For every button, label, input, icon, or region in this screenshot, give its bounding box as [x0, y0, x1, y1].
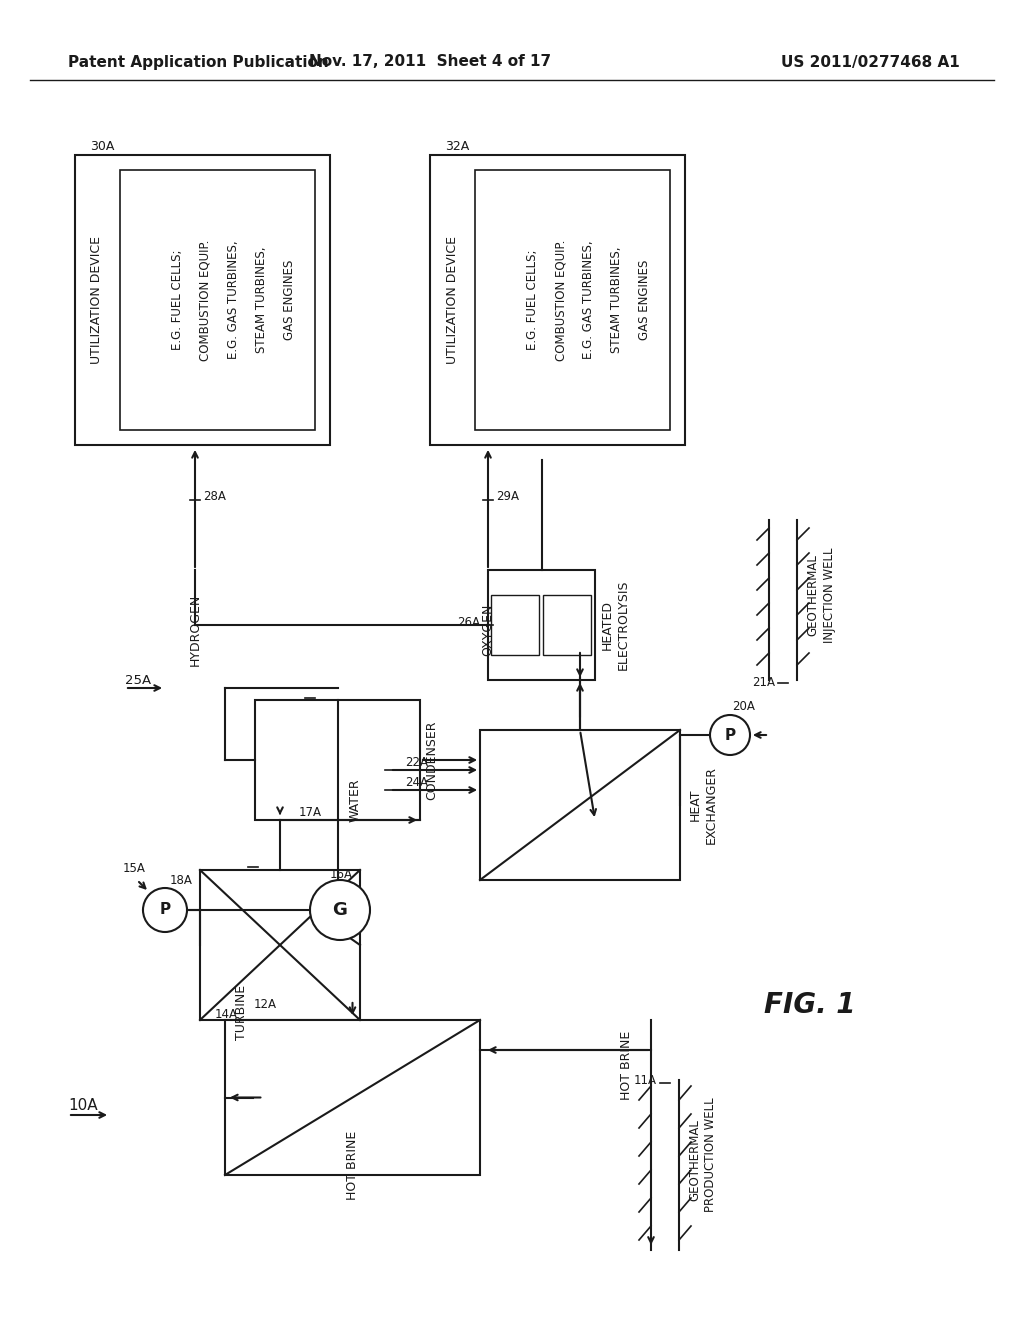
Circle shape [310, 880, 370, 940]
Text: 32A: 32A [445, 140, 469, 153]
Bar [120, 170, 315, 430]
Bar [75, 154, 330, 445]
Text: OXYGEN: OXYGEN [481, 603, 495, 656]
Text: 14A: 14A [214, 1008, 238, 1022]
Text: Nov. 17, 2011  Sheet 4 of 17: Nov. 17, 2011 Sheet 4 of 17 [309, 54, 551, 70]
Text: 15A: 15A [123, 862, 145, 874]
Text: GAS ENGINES: GAS ENGINES [638, 260, 651, 341]
Text: E.G. GAS TURBINES,: E.G. GAS TURBINES, [582, 240, 595, 359]
Text: 21A: 21A [752, 676, 775, 689]
Text: COMBUSTION EQUIP.: COMBUSTION EQUIP. [199, 239, 212, 360]
Text: HYDROGEN: HYDROGEN [188, 594, 202, 667]
Text: GEOTHERMAL: GEOTHERMAL [688, 1119, 701, 1201]
Text: INJECTION WELL: INJECTION WELL [822, 548, 836, 643]
Text: P: P [160, 903, 171, 917]
Text: US 2011/0277468 A1: US 2011/0277468 A1 [780, 54, 959, 70]
Text: GAS ENGINES: GAS ENGINES [283, 260, 296, 341]
Bar [200, 870, 360, 1020]
Text: 10A: 10A [68, 1097, 97, 1113]
Bar [490, 595, 539, 655]
Text: PRODUCTION WELL: PRODUCTION WELL [705, 1098, 718, 1212]
Text: 12A: 12A [253, 998, 276, 1011]
Bar [480, 730, 680, 880]
Text: 16A: 16A [330, 867, 353, 880]
Circle shape [710, 715, 750, 755]
Circle shape [143, 888, 187, 932]
Text: 20A: 20A [732, 701, 755, 714]
Text: STEAM TURBINES,: STEAM TURBINES, [255, 247, 268, 354]
Text: UTILIZATION DEVICE: UTILIZATION DEVICE [445, 236, 459, 364]
Bar [488, 570, 595, 680]
Text: E.G. FUEL CELLS;: E.G. FUEL CELLS; [526, 249, 539, 350]
Text: COMBUSTION EQUIP.: COMBUSTION EQUIP. [554, 239, 567, 360]
Bar [225, 1020, 480, 1175]
Text: P: P [724, 727, 735, 742]
Text: 30A: 30A [90, 140, 115, 153]
Text: HOT BRINE: HOT BRINE [621, 1031, 634, 1100]
Text: G: G [333, 902, 347, 919]
Text: HEAT: HEAT [688, 789, 701, 821]
Text: STEAM TURBINES,: STEAM TURBINES, [610, 247, 623, 354]
Text: 22A: 22A [406, 756, 428, 770]
Text: TURBINE: TURBINE [234, 985, 248, 1040]
Text: 17A: 17A [299, 805, 322, 818]
Text: 26A: 26A [457, 615, 480, 628]
Text: HEATED: HEATED [600, 601, 613, 649]
Text: FIG. 1: FIG. 1 [764, 991, 856, 1019]
Bar [475, 170, 670, 430]
Text: WATER: WATER [348, 779, 361, 822]
Text: UTILIZATION DEVICE: UTILIZATION DEVICE [90, 236, 103, 364]
Text: 28A: 28A [203, 491, 226, 503]
Text: 24A: 24A [406, 776, 428, 789]
Bar [543, 595, 591, 655]
Text: GEOTHERMAL: GEOTHERMAL [807, 554, 819, 636]
Text: CONDENSER: CONDENSER [426, 721, 438, 800]
Text: HOT BRINE: HOT BRINE [346, 1130, 359, 1200]
Text: ELECTROLYSIS: ELECTROLYSIS [616, 579, 630, 671]
Bar [430, 154, 685, 445]
Text: E.G. FUEL CELLS;: E.G. FUEL CELLS; [171, 249, 184, 350]
Text: 29A: 29A [496, 491, 519, 503]
Text: Patent Application Publication: Patent Application Publication [68, 54, 329, 70]
Text: 11A: 11A [634, 1073, 657, 1086]
Text: 25A: 25A [125, 673, 152, 686]
Text: E.G. GAS TURBINES,: E.G. GAS TURBINES, [227, 240, 240, 359]
Bar [255, 700, 420, 820]
Text: EXCHANGER: EXCHANGER [705, 766, 718, 843]
Text: 18A: 18A [170, 874, 193, 887]
